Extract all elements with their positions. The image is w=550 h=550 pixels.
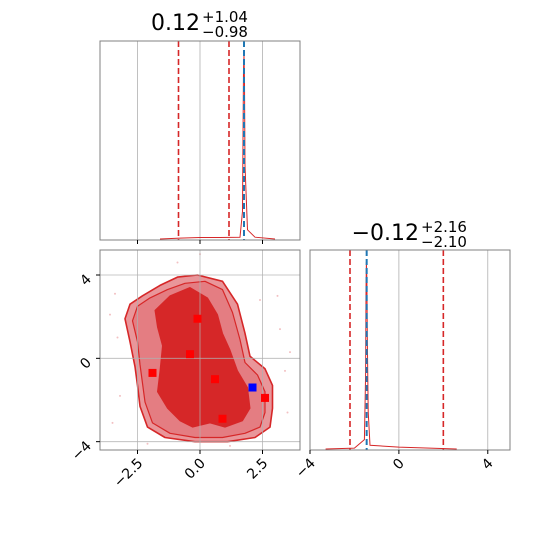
marginal-1-grid: [137, 41, 263, 240]
marginal-2-title-minus: −2.10: [421, 233, 467, 251]
joint-faint-sample-5: [284, 369, 286, 372]
marginal-1-title-main: 0.12: [151, 11, 200, 36]
joint-blue-marker: [248, 383, 257, 392]
joint-xtick-label-1: 0.0: [182, 456, 209, 483]
joint-faint-sample-0: [114, 292, 116, 295]
joint-faint-sample-1: [116, 336, 119, 339]
marginal-1-quantile-lines: [177, 41, 230, 240]
joint-faint-sample-8: [176, 261, 179, 264]
joint-faint-samples: [109, 253, 291, 447]
joint-red-marker-2: [148, 368, 157, 377]
joint-faint-sample-2: [119, 394, 121, 397]
marginal-2-ticks: −4 0 4: [293, 450, 497, 481]
marginal-2-histogram: [325, 261, 457, 450]
marginal-1-ticks: [137, 240, 263, 244]
marginal-2-quantile-lines: [349, 250, 445, 450]
joint-faint-sample-12: [109, 313, 111, 316]
marginal-2-xtick-label-2: 4: [479, 455, 497, 473]
joint-faint-sample-9: [229, 444, 231, 447]
marginal-1-panel: 0.12 +1.04 −0.98: [99, 8, 301, 244]
joint-ytick-label-1: 0: [77, 355, 95, 373]
joint-red-marker-5: [218, 414, 227, 423]
joint-grid: [100, 250, 300, 450]
marginal-2-title-main: −0.12: [352, 221, 419, 246]
joint-panel: −2.5 0.0 2.5 4 0 −4: [69, 249, 301, 491]
marginal-1-histogram: [159, 54, 276, 240]
marginal-1-title-plus: +1.04: [202, 8, 248, 26]
joint-markers: [148, 314, 269, 423]
joint-xtick-label-2: 2.5: [244, 456, 271, 483]
marginal-2-xtick-label-1: 0: [390, 456, 408, 474]
marginal-2-panel: −0.12 +2.16 −2.10 −4 0 4: [293, 218, 511, 481]
marginal-2-frame: [309, 249, 511, 451]
marginal-2-xtick-label-0: −4: [293, 455, 319, 481]
joint-faint-sample-7: [276, 294, 279, 297]
joint-xtick-label-0: −2.5: [111, 456, 146, 491]
joint-faint-sample-11: [259, 299, 261, 301]
joint-inner-contour: [154, 287, 251, 428]
joint-ytick-label-0: 4: [77, 271, 95, 289]
joint-faint-sample-4: [279, 328, 281, 331]
joint-faint-sample-10: [146, 442, 149, 445]
marginal-2-title-plus: +2.16: [421, 218, 467, 236]
joint-faint-sample-6: [286, 411, 289, 414]
joint-faint-sample-3: [111, 421, 114, 424]
joint-red-marker-1: [186, 350, 194, 359]
joint-red-marker-0: [193, 314, 202, 323]
joint-ytick-label-2: −4: [69, 438, 95, 464]
joint-red-marker-3: [211, 375, 219, 384]
joint-faint-sample-13: [289, 351, 291, 354]
marginal-2-grid: [309, 250, 489, 450]
marginal-1-title-minus: −0.98: [202, 23, 248, 41]
joint-red-marker-4: [261, 393, 269, 402]
